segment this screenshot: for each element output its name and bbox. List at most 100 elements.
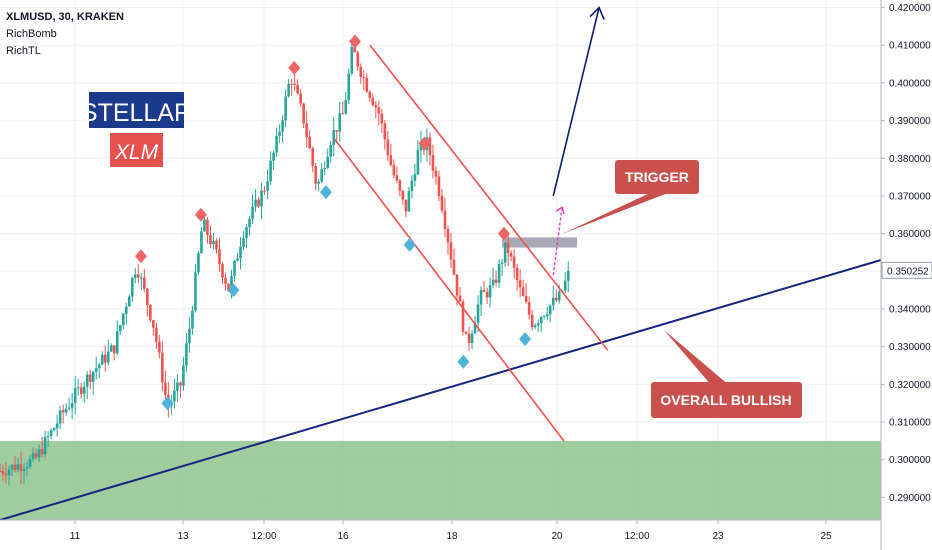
candle-body [335,130,339,132]
candle-body [100,354,104,365]
candle-body [356,52,360,67]
candle-body [362,77,366,79]
last-price-label: 0.350252 [887,266,929,277]
candle-body [497,263,501,283]
candle-body [212,240,215,245]
indicator-richtl[interactable]: RichTL [6,45,41,57]
candle-body [215,240,218,250]
candle-body [521,287,525,296]
y-tick-label: 0.390000 [889,116,931,127]
candle-body [37,449,41,458]
buy-marker [161,396,174,411]
last-price-badge [881,261,932,279]
x-tick-label: 18 [446,531,458,542]
candle-body [329,144,333,157]
candle-body [332,130,336,145]
candle-body [461,301,465,332]
chart-zones [0,237,881,520]
candle-body [263,190,266,192]
candle-body [0,471,2,473]
y-tick-label: 0.320000 [889,380,931,391]
candle-body [61,410,65,413]
x-tick-label: 25 [820,531,832,542]
candle-body [152,320,155,328]
resistance-box [502,237,578,248]
candle-body [239,246,242,259]
candle-body [124,306,128,314]
candle-body [290,83,293,85]
sell-marker [418,136,431,151]
candle-body [191,310,194,329]
candle-body [488,285,492,298]
candle-body [70,403,74,408]
candle-body [470,333,474,344]
candle-body [359,66,363,78]
candle-body [374,105,378,108]
symbol-title[interactable]: XLMUSD, 30, KRAKEN [6,11,124,23]
candle-body [245,227,248,239]
y-tick-label: 0.330000 [889,342,931,353]
candle-body [437,176,441,196]
candle-body [287,83,290,97]
candle-body [64,408,68,413]
candle-body [281,120,284,132]
candle-body [242,238,245,247]
candle-body [503,242,507,263]
candle-body [299,93,302,104]
candle-body [377,107,381,114]
candle-body [395,175,399,181]
buy-marker [319,185,332,200]
candle-body [121,313,125,326]
y-tick-label: 0.410000 [889,41,931,52]
candle-body [52,428,56,431]
y-tick-label: 0.340000 [889,304,931,315]
candle-body [455,274,459,296]
support-zone [0,440,881,520]
candle-body [449,242,453,260]
indicator-richbomb[interactable]: RichBomb [6,28,57,40]
candle-body [203,219,206,232]
candle-body [133,274,137,278]
candle-body [91,371,95,382]
candle-body [434,170,438,177]
bullish-callout-text: OVERALL BULLISH [660,392,791,408]
candle-body [476,304,480,323]
candle-body [320,169,324,182]
candle-body [368,91,372,98]
candle-body [248,218,251,228]
candle-body [278,131,281,136]
candle-body [554,297,558,301]
candle-body [542,316,546,318]
candle-body [251,206,254,219]
sell-marker [497,226,510,241]
candle-body [112,345,116,354]
candle-body [4,473,8,476]
candle-body [67,407,71,409]
candle-body [179,382,182,386]
candle-body [94,368,98,372]
y-tick-label: 0.400000 [889,78,931,89]
y-tick-label: 0.420000 [889,3,931,14]
pink-arrow-line [552,207,563,276]
candle-body [383,123,387,140]
candle-body [545,314,549,317]
candle-body [527,302,531,315]
candle-body [197,253,200,273]
candle-body [485,291,489,298]
candle-body [479,290,483,305]
stellar-badge [89,92,184,128]
candle-body [82,386,86,394]
x-tick-label: 12:00 [624,531,649,542]
projection-arrow-head [589,6,605,20]
candle-body [10,464,14,470]
candle-body [176,382,179,391]
candle-body [404,199,408,212]
candle-body [188,328,191,344]
candle-body [398,180,402,191]
candle-body [314,165,317,184]
candle-body [218,249,221,265]
sell-marker [194,207,207,222]
candle-body [200,231,203,254]
candle-body [365,77,369,92]
candle-body [557,291,561,301]
